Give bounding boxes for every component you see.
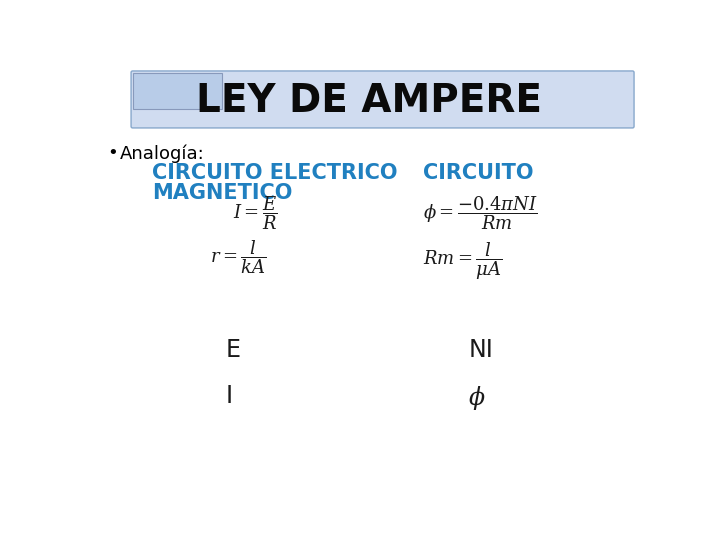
Text: MAGNETICO: MAGNETICO (152, 183, 292, 202)
Text: LEY DE AMPERE: LEY DE AMPERE (196, 82, 542, 120)
Text: I: I (225, 384, 233, 408)
Text: $r = \dfrac{l}{kA}$: $r = \dfrac{l}{kA}$ (210, 238, 266, 276)
Bar (132, 72, 222, 110)
Text: •: • (107, 144, 118, 162)
Text: CIRCUITO: CIRCUITO (423, 164, 534, 184)
Text: $\phi$: $\phi$ (468, 384, 486, 413)
Text: $Rm = \dfrac{l}{\mu A}$: $Rm = \dfrac{l}{\mu A}$ (423, 240, 503, 282)
Text: Analogía:: Analogía: (120, 144, 204, 163)
Text: CIRCUITO ELECTRICO: CIRCUITO ELECTRICO (152, 164, 397, 184)
Text: $\phi = \dfrac{-0.4\pi NI}{Rm}$: $\phi = \dfrac{-0.4\pi NI}{Rm}$ (423, 194, 538, 232)
Text: NI: NI (468, 338, 493, 362)
FancyBboxPatch shape (131, 71, 634, 128)
Text: E: E (225, 338, 240, 362)
Text: $I = \dfrac{E}{R}$: $I = \dfrac{E}{R}$ (233, 194, 278, 232)
